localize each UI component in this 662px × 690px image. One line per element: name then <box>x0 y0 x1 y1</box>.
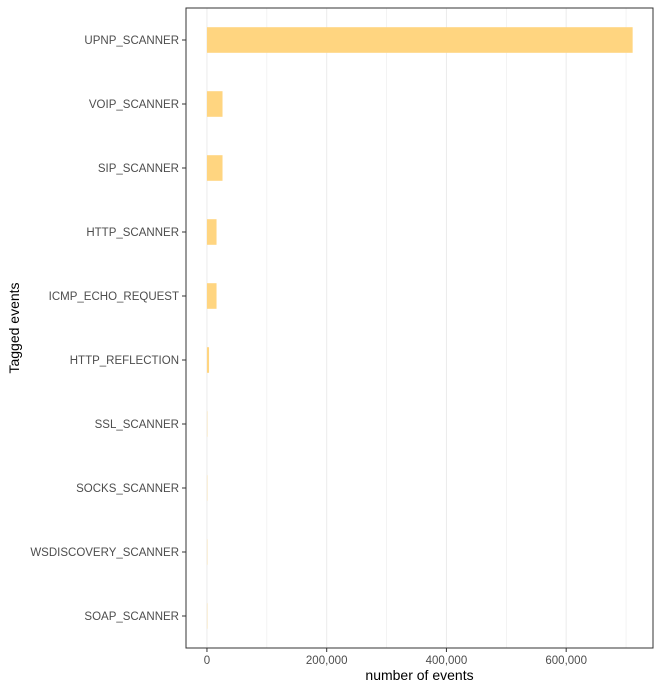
bar-voip-scanner <box>206 91 223 117</box>
x-tick-label: 400,000 <box>426 655 468 667</box>
bar-sip-scanner <box>206 155 223 181</box>
x-axis-ticks: 0 200,000 400,000 600,000 <box>204 648 587 667</box>
plot-panel-background <box>186 8 653 648</box>
y-tick-label: SIP_SCANNER <box>98 163 179 175</box>
bar-http-reflection <box>206 347 210 373</box>
y-axis-title: Tagged events <box>6 282 22 373</box>
x-tick-label: 600,000 <box>545 655 587 667</box>
x-tick-label: 200,000 <box>306 655 348 667</box>
y-tick-label: HTTP_REFLECTION <box>70 355 179 367</box>
bar-icmp-echo-request <box>206 283 217 309</box>
x-tick-label: 0 <box>204 655 210 667</box>
y-tick-label: SOCKS_SCANNER <box>76 483 179 495</box>
y-tick-label: ICMP_ECHO_REQUEST <box>49 291 179 303</box>
y-tick-label: HTTP_SCANNER <box>86 227 179 239</box>
y-tick-label: WSDISCOVERY_SCANNER <box>30 547 179 559</box>
bar-http-scanner <box>206 219 217 245</box>
y-tick-label: UPNP_SCANNER <box>84 35 179 47</box>
plot-panel-border <box>185 7 654 649</box>
y-tick-label: SOAP_SCANNER <box>84 611 179 623</box>
y-tick-label: VOIP_SCANNER <box>89 99 179 111</box>
grid-lines <box>206 8 627 648</box>
y-tick-label: SSL_SCANNER <box>95 419 179 431</box>
y-axis-ticks: UPNP_SCANNER VOIP_SCANNER SIP_SCANNER HTTP_… <box>30 35 186 623</box>
bar-upnp-scanner <box>206 27 633 53</box>
bars <box>206 27 633 629</box>
x-axis-title: number of events <box>365 667 473 683</box>
